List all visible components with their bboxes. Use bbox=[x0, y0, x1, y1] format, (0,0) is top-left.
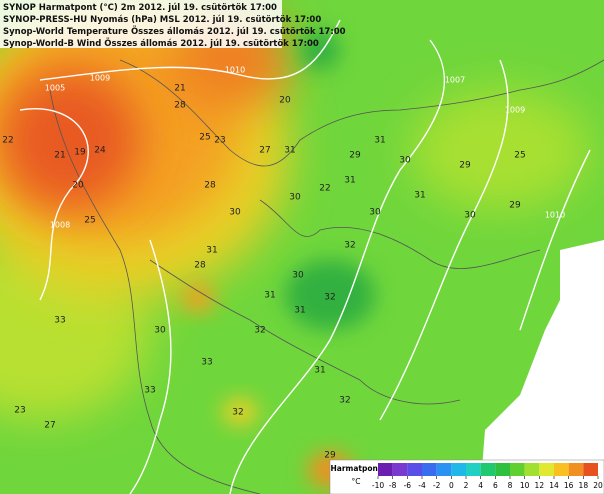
station-value: 28 bbox=[194, 261, 206, 271]
header-line: SYNOP Harmatpont (°C) 2m 2012. júl 19. c… bbox=[3, 3, 277, 13]
legend-tick-label: 18 bbox=[579, 481, 589, 490]
legend-title: Harmatpont bbox=[331, 464, 382, 473]
legend-swatch bbox=[480, 463, 496, 476]
legend-swatch bbox=[436, 463, 452, 476]
station-value: 27 bbox=[259, 146, 270, 156]
station-value: 33 bbox=[201, 358, 212, 368]
legend-swatch bbox=[422, 463, 437, 476]
station-value: 31 bbox=[264, 291, 275, 301]
station-value: 32 bbox=[324, 293, 335, 303]
station-value: 29 bbox=[324, 451, 336, 461]
isobar-label: 1008 bbox=[50, 221, 70, 230]
legend: Harmatpont °C -10 -8 -6 -4 -2 0 2 4 6 8 10 12 14 16 18… bbox=[329, 459, 604, 494]
station-value: 30 bbox=[154, 326, 166, 336]
station-value: 27 bbox=[44, 421, 55, 431]
legend-tick-label: -6 bbox=[404, 481, 412, 490]
station-value: 22 bbox=[319, 184, 330, 194]
station-value: 31 bbox=[414, 191, 425, 201]
stations: 22 21 19 20 24 25 28 21 25 23 28 27 20 31 30 30 22 31 29 31… bbox=[2, 84, 525, 461]
station-value: 21 bbox=[54, 151, 65, 161]
station-value: 31 bbox=[374, 136, 385, 146]
isobar-label: 1005 bbox=[45, 84, 65, 93]
legend-tick-label: -10 bbox=[372, 481, 384, 490]
legend-tick-label: -2 bbox=[433, 481, 441, 490]
header-line: Synop-World Temperature Összes állomás 2… bbox=[3, 26, 346, 37]
station-value: 32 bbox=[344, 241, 355, 251]
legend-swatch bbox=[568, 463, 584, 476]
legend-swatch bbox=[466, 463, 481, 476]
legend-swatch bbox=[451, 463, 466, 476]
station-value: 30 bbox=[369, 208, 381, 218]
station-value: 24 bbox=[94, 146, 106, 156]
station-value: 29 bbox=[349, 151, 361, 161]
legend-swatch bbox=[554, 463, 569, 476]
station-value: 32 bbox=[232, 408, 243, 418]
station-value: 28 bbox=[174, 101, 186, 111]
station-value: 32 bbox=[339, 396, 350, 406]
station-value: 32 bbox=[254, 326, 265, 336]
station-value: 30 bbox=[292, 271, 304, 281]
header: SYNOP Harmatpont (°C) 2m 2012. júl 19. c… bbox=[0, 0, 346, 49]
station-value: 30 bbox=[464, 211, 476, 221]
isobars bbox=[19, 19, 591, 494]
legend-swatch bbox=[392, 463, 408, 476]
legend-swatch bbox=[378, 463, 393, 476]
legend-tick-label: 6 bbox=[493, 481, 498, 490]
station-value: 21 bbox=[174, 84, 185, 94]
legend-tick-label: 2 bbox=[464, 481, 469, 490]
legend-tick-label: -4 bbox=[418, 481, 426, 490]
legend-tick-label: 20 bbox=[593, 481, 603, 490]
legend-swatch bbox=[539, 463, 554, 476]
station-value: 25 bbox=[199, 133, 210, 143]
station-value: 28 bbox=[204, 181, 216, 191]
header-line: SYNOP-PRESS-HU Nyomás (hPa) MSL 2012. jú… bbox=[3, 15, 321, 25]
isobar-label: 1009 bbox=[505, 106, 525, 115]
station-value: 22 bbox=[2, 136, 13, 146]
station-value: 30 bbox=[399, 156, 411, 166]
station-value: 33 bbox=[54, 316, 65, 326]
legend-tick-label: 16 bbox=[564, 481, 574, 490]
borders bbox=[49, 59, 604, 494]
isobar-label: 1010 bbox=[545, 211, 565, 220]
isobar-label: 1010 bbox=[225, 66, 245, 75]
legend-tick-label: 8 bbox=[508, 481, 513, 490]
station-value: 29 bbox=[509, 201, 521, 211]
station-value: 31 bbox=[294, 306, 305, 316]
station-value: 30 bbox=[229, 208, 241, 218]
legend-tick-label: 4 bbox=[478, 481, 483, 490]
station-value: 25 bbox=[84, 216, 95, 226]
legend-unit: °C bbox=[352, 477, 361, 486]
legend-swatch bbox=[583, 463, 598, 476]
legend-tick-label: -8 bbox=[389, 481, 397, 490]
station-value: 29 bbox=[459, 161, 471, 171]
legend-swatch bbox=[407, 463, 422, 476]
station-value: 20 bbox=[72, 181, 84, 191]
isobar-label: 1007 bbox=[445, 76, 465, 85]
station-value: 30 bbox=[289, 193, 301, 203]
legend-swatch bbox=[495, 463, 510, 476]
station-value: 23 bbox=[214, 136, 225, 146]
legend-tick-label: 10 bbox=[520, 481, 530, 490]
station-value: 20 bbox=[279, 96, 291, 106]
isobar-label: 1009 bbox=[90, 74, 110, 83]
station-value: 33 bbox=[144, 386, 155, 396]
station-value: 31 bbox=[284, 146, 295, 156]
station-value: 31 bbox=[344, 176, 355, 186]
legend-tick-label: 12 bbox=[535, 481, 545, 490]
station-value: 31 bbox=[206, 246, 217, 256]
station-value: 19 bbox=[74, 148, 86, 158]
legend-swatch bbox=[510, 463, 525, 476]
header-line: Synop-World-B Wind Összes állomás 2012. … bbox=[3, 38, 319, 49]
legend-swatch bbox=[524, 463, 540, 476]
station-value: 25 bbox=[514, 151, 525, 161]
legend-tick-label: 14 bbox=[549, 481, 559, 490]
station-value: 23 bbox=[14, 406, 25, 416]
station-value: 31 bbox=[314, 366, 325, 376]
legend-tick-label: 0 bbox=[449, 481, 454, 490]
